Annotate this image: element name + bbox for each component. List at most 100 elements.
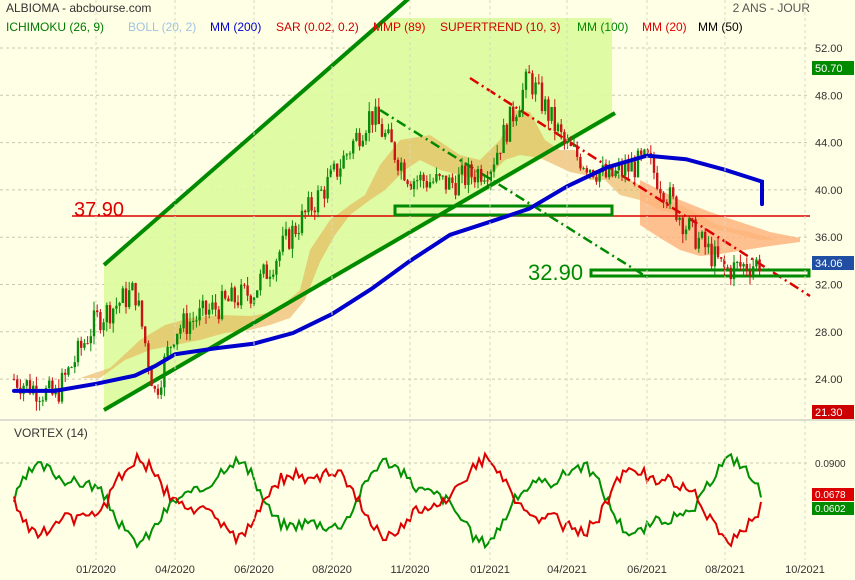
candle-body [486,180,489,182]
candle-body [224,291,227,299]
candle-body [348,153,352,155]
candle-body [566,141,569,143]
bottom-price-text: 21.30 [815,407,843,419]
candle-body [137,300,140,306]
candle-body [563,131,566,142]
candle-body [476,169,480,183]
candle-body [576,145,579,157]
candle-body [323,189,326,199]
candle-body [518,110,521,118]
candle-body [304,210,307,213]
candle-body [179,328,182,334]
candle-body [352,140,355,154]
candle-body [438,174,441,176]
candle-body [182,313,185,329]
candle-body [547,99,550,121]
candle-body [307,197,310,213]
candle-body [473,176,476,183]
candle-body [86,343,89,345]
candle-body [67,367,70,375]
candle-body [249,295,252,304]
candle-body [505,124,508,142]
vortex-green-badge [812,502,854,515]
candle-body [396,159,400,171]
candle-body [643,149,646,155]
vortex-red-badge [812,488,854,501]
candle-body [675,196,678,221]
candle-body [425,181,428,188]
candle-body [387,129,390,134]
candle-body [406,180,409,185]
candle-body [470,164,473,177]
channel-upper [102,0,411,267]
candle-body [550,106,553,121]
candle-body [246,285,249,296]
candle-body [723,258,726,268]
candle-body [451,177,454,184]
candle-body [144,326,147,344]
channel-fill [104,18,612,412]
candle-body [668,187,672,205]
candle-body [99,312,102,331]
candle-body [748,271,752,276]
y-tick-label: 36.00 [815,232,843,244]
candle-body [211,302,214,310]
candle-body [160,387,163,395]
candle-body [51,380,54,395]
candle-body [588,170,592,173]
candle-body [496,152,499,165]
y-tick-label: 48.00 [815,90,843,102]
candle-body [377,106,380,125]
candle-body [630,161,633,172]
x-tick-labels: 01/2020 04/2020 06/2020 08/2020 11/2020 01/20… [76,0,825,576]
candle-body [390,129,393,143]
candle-body [243,284,246,286]
candle-body [115,305,118,309]
candle-body [28,380,32,394]
candle-body [96,310,99,313]
vortex-red-text: 0.0678 [815,490,846,501]
candle-body [70,367,73,369]
candle-body [208,309,211,315]
candle-body [454,183,457,196]
candle-body [707,243,710,248]
legend-item: SUPERTREND (10, 3) [440,20,560,34]
candle-body [361,140,364,147]
candle-body [502,124,505,153]
candle-body [41,400,44,402]
candle-body [291,225,294,249]
candle-body [147,343,150,367]
vortex-plus-line [13,452,762,550]
candle-body [633,161,636,178]
candle-body [460,165,464,175]
x-tick-label: 04/2020 [155,564,195,576]
candle-body [620,164,624,176]
candle-body [262,264,265,274]
candle-body [342,155,345,169]
candle-body [537,82,540,84]
candle-body [742,264,745,267]
candle-body [646,149,649,153]
x-tick-label: 10/2021 [785,564,825,576]
candle-body [553,106,556,131]
candle-body [524,71,528,90]
candle-body [688,218,691,230]
candle-body [368,111,371,134]
x-tick-label: 01/2021 [470,564,510,576]
x-tick-label: 06/2021 [627,564,667,576]
support-annotation: 32.90 [528,260,583,285]
candle-body [233,287,236,303]
candle-body [310,197,313,211]
x-tick-label: 11/2020 [391,564,430,576]
candle-body [393,142,396,160]
candle-body [112,308,115,324]
candle-body [64,372,67,375]
candle-body [652,156,656,173]
candle-body [726,267,729,269]
legend-item: MM (100) [577,20,628,34]
chart-title: ALBIOMA - abcbourse.com [6,1,151,15]
candle-body [313,210,316,213]
candle-body [467,164,470,185]
candle-body [188,321,192,334]
